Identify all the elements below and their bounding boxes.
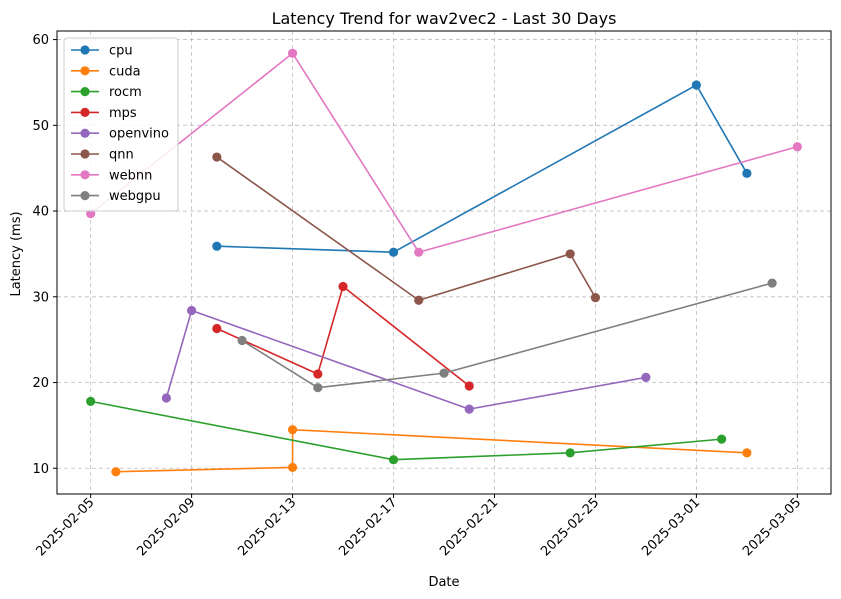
data-point-mps [338, 281, 348, 292]
legend-box [63, 37, 179, 212]
data-point-webgpu [767, 278, 777, 288]
data-point-cuda [287, 462, 298, 473]
data-point-webnn [792, 142, 802, 152]
data-point-openvino [161, 393, 171, 403]
legend: cpu cuda rocm mps openvino qnn webnn webgpu [63, 37, 179, 212]
legend-label-qnn: qnn [109, 148, 134, 163]
legend-marker-qnn [80, 149, 90, 159]
data-point-rocm [565, 448, 575, 458]
data-point-webgpu [313, 383, 323, 393]
legend-label-rocm: rocm [109, 85, 142, 100]
y-tick-label: 40 [32, 205, 49, 220]
data-point-qnn [414, 295, 424, 305]
x-tick-label: 2025-02-13 [235, 495, 299, 559]
series-line-webnn [90, 52, 798, 254]
legend-label-webnn: webnn [109, 168, 152, 183]
chart-title: Latency Trend for wav2vec2 - Last 30 Day… [272, 9, 617, 28]
y-tick-label: 50 [32, 119, 49, 134]
legend-marker-webnn [80, 170, 90, 180]
data-point-webnn [414, 247, 424, 257]
x-tick-label: 2025-02-17 [336, 495, 400, 559]
y-tick-label: 30 [32, 290, 49, 305]
data-point-mps [313, 369, 323, 379]
plot-frame [56, 30, 832, 495]
legend-marker-openvino [80, 128, 90, 138]
legend-label-cpu: cpu [109, 44, 133, 59]
legend-label-mps: mps [109, 106, 137, 121]
data-point-qnn [565, 249, 575, 259]
data-point-openvino [187, 305, 197, 316]
y-tick-label: 10 [32, 462, 49, 477]
data-point-cpu [691, 80, 701, 90]
data-point-qnn [590, 293, 601, 303]
data-point-webgpu [237, 335, 247, 346]
data-point-openvino [464, 404, 474, 414]
y-tick-label: 60 [32, 33, 49, 48]
x-tick-label: 2025-03-05 [740, 495, 804, 559]
data-point-mps [212, 323, 222, 334]
legend-label-cuda: cuda [109, 64, 141, 79]
data-point-qnn [212, 152, 222, 162]
grid-layer [57, 31, 831, 494]
data-point-cpu [212, 241, 222, 251]
data-point-cuda [742, 448, 752, 458]
data-point-mps [464, 381, 474, 391]
legend-marker-cpu [80, 45, 90, 55]
legend-marker-mps [80, 107, 90, 117]
legend-label-webgpu: webgpu [109, 189, 161, 204]
data-point-cpu [742, 168, 752, 178]
data-point-cuda [287, 425, 298, 435]
y-tick-label: 20 [32, 376, 49, 391]
x-tick-label: 2025-02-25 [538, 495, 602, 559]
series-line-rocm [90, 400, 722, 461]
series-line-cuda [115, 428, 747, 473]
y-axis-label: Latency (ms) [9, 211, 24, 296]
legend-marker-webgpu [80, 191, 90, 201]
data-point-cuda [111, 467, 121, 477]
legend-marker-cuda [80, 66, 90, 76]
data-point-webnn [287, 48, 298, 58]
data-point-rocm [717, 434, 727, 444]
data-point-cpu [388, 247, 399, 257]
series-layer [86, 48, 802, 477]
x-tick-label: 2025-02-21 [437, 495, 501, 559]
data-point-rocm [86, 396, 96, 406]
series-line-openvino [165, 309, 647, 410]
x-tick-label: 2025-02-09 [134, 495, 198, 559]
series-line-cpu [216, 84, 748, 254]
x-tick-label: 2025-02-05 [33, 495, 97, 559]
series-line-webgpu [241, 282, 773, 389]
x-axis-label: Date [428, 575, 459, 590]
series-line-mps [216, 285, 470, 387]
data-point-rocm [388, 455, 399, 465]
series-line-qnn [216, 156, 597, 302]
legend-label-openvino: openvino [109, 127, 169, 142]
data-point-openvino [641, 372, 651, 382]
x-tick-label: 2025-03-01 [639, 495, 703, 559]
legend-marker-rocm [80, 87, 90, 97]
data-point-webgpu [439, 368, 449, 378]
